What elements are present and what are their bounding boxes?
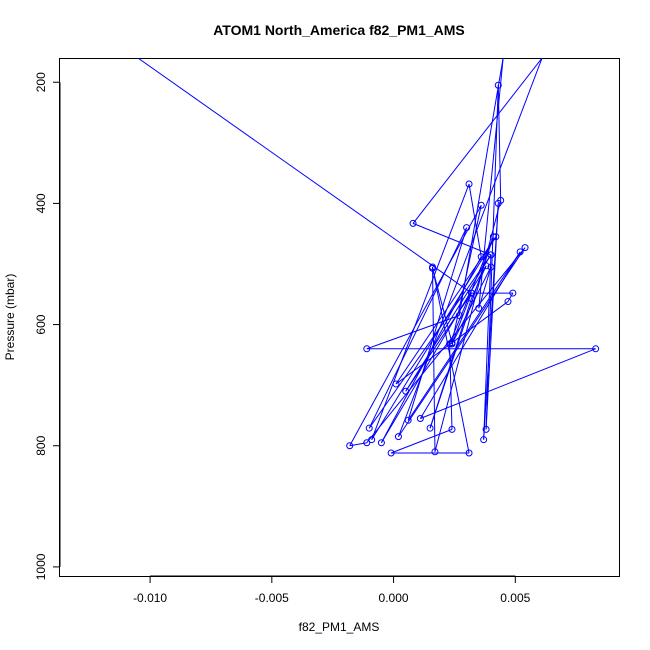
series-line-segment (371, 236, 497, 440)
data-point (365, 424, 373, 432)
data-point (482, 425, 490, 433)
data-point (387, 449, 395, 457)
data-point (477, 253, 485, 261)
data-point (465, 180, 473, 188)
series-line-segment (366, 247, 526, 444)
series-line-segment (412, 58, 543, 224)
series-line-segment (434, 200, 502, 452)
data-point (404, 416, 412, 424)
series-line-segment (507, 292, 514, 302)
data-point (429, 264, 437, 272)
series-line-segment (449, 343, 453, 430)
series-line-segment (407, 251, 521, 421)
series-line-segment (451, 266, 492, 345)
x-tick-label: -0.010 (133, 591, 167, 605)
y-tick-label: 800 (34, 435, 48, 455)
series-line-segment (497, 85, 502, 201)
series-line-segment (485, 203, 499, 430)
series-line-segment (451, 292, 472, 345)
series-line-segment (412, 222, 492, 256)
data-point (448, 339, 456, 347)
series-line-segment (349, 204, 482, 446)
data-point (482, 262, 490, 270)
y-tick-label: 1000 (34, 553, 48, 580)
data-point (463, 224, 471, 232)
data-point (475, 304, 483, 312)
series-line-segment (432, 266, 470, 454)
data-point (521, 244, 529, 252)
data-point (368, 436, 376, 444)
data-point (465, 449, 473, 457)
x-tick-label: 0.000 (379, 591, 409, 605)
y-tick-label: 600 (34, 314, 48, 334)
series-line-segment (420, 348, 596, 419)
series-line-segment (407, 227, 468, 421)
y-axis-label: Pressure (mbar) (3, 274, 17, 361)
series-line-segment (478, 266, 492, 309)
data-point (402, 387, 410, 395)
data-point (487, 251, 495, 259)
data-point (363, 439, 371, 447)
series-line-segment (390, 428, 453, 454)
series-line-segment (368, 254, 492, 429)
data-point (497, 196, 505, 204)
series-line-segment (468, 183, 482, 257)
series-line-segment (405, 292, 472, 392)
y-tick-label: 400 (34, 193, 48, 213)
data-point (487, 263, 495, 271)
data-point (426, 424, 434, 432)
data-point (592, 345, 600, 353)
data-point (416, 414, 424, 422)
series-line-segment (429, 298, 472, 429)
data-point (494, 81, 502, 89)
data-point (377, 439, 385, 447)
data-point (489, 233, 497, 241)
plot-frame (59, 58, 620, 577)
data-point (346, 442, 354, 450)
series-group (137, 58, 600, 457)
data-point (477, 201, 485, 209)
data-point (409, 219, 417, 227)
y-tick-label: 200 (34, 72, 48, 92)
series-line-segment (137, 58, 472, 294)
series-line-segment (432, 268, 453, 343)
data-point (431, 448, 439, 456)
data-point (448, 425, 456, 433)
y-axis: 200 400 600 800 1000 (34, 72, 61, 580)
data-point (392, 380, 400, 388)
plot-area (137, 58, 600, 457)
series-line-segment (380, 265, 487, 443)
data-point (480, 436, 488, 444)
series-line-segment (405, 254, 492, 392)
x-tick-label: -0.005 (255, 591, 289, 605)
x-tick-label: 0.005 (500, 591, 530, 605)
series-line-segment (371, 183, 470, 440)
data-point (363, 345, 371, 353)
series-line-segment (397, 58, 543, 437)
data-point (394, 433, 402, 441)
data-point (492, 233, 500, 241)
x-axis: -0.010 -0.005 0.000 0.005 (133, 575, 531, 605)
data-point (467, 295, 475, 303)
data-point (455, 311, 463, 319)
series-line-segment (483, 254, 492, 440)
series-line-segment (398, 247, 526, 437)
data-point (516, 248, 524, 256)
data-point (467, 289, 475, 297)
x-axis-label: f82_PM1_AMS (299, 620, 380, 634)
data-point (509, 289, 517, 297)
series-line-segment (451, 205, 482, 343)
chart-title: ATOM1 North_America f82_PM1_AMS (213, 22, 465, 38)
data-point (504, 298, 512, 306)
